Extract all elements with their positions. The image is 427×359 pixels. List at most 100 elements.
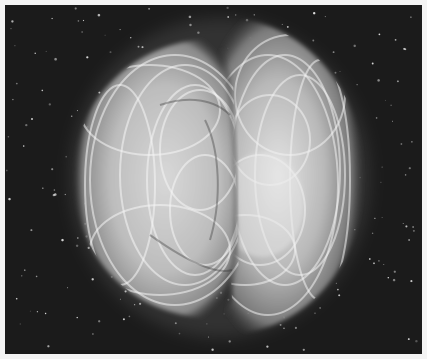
star [122,318,125,321]
star [97,13,101,17]
star [211,348,214,351]
star [98,320,101,323]
star [227,16,230,18]
star [253,14,256,16]
star [390,104,392,106]
star [54,57,57,61]
star [61,238,64,242]
star [235,14,237,16]
star [51,168,54,171]
star [11,20,14,23]
star [324,16,326,18]
star [109,51,112,54]
star [314,312,316,315]
star [392,278,396,282]
star [378,33,381,36]
star [128,315,131,318]
star [7,135,10,138]
star [368,258,371,260]
star [119,29,121,31]
star [394,39,397,41]
star [31,118,33,120]
seam [220,49,238,316]
star [74,7,77,10]
star [53,189,56,191]
star [312,39,315,42]
star [228,340,231,343]
star [294,326,297,329]
star [411,141,413,143]
star [412,229,415,232]
star [25,123,28,127]
star [371,232,374,235]
star [42,187,44,189]
star [91,278,94,281]
star [10,28,12,30]
star [81,31,83,33]
star [15,297,18,300]
star [380,181,382,183]
star [45,50,47,52]
star [44,312,47,315]
star [119,298,121,300]
star [313,12,316,15]
star [381,217,383,218]
star [392,120,393,122]
left-hemisphere [73,38,240,319]
star [47,345,50,348]
star [104,34,106,36]
star [383,264,385,266]
star [8,197,11,201]
star [70,115,73,118]
star [82,19,85,22]
star [266,345,269,348]
star [35,275,38,278]
star [387,276,390,279]
star [405,225,408,228]
star [339,71,341,73]
star [76,316,78,319]
star [129,36,132,39]
star [283,327,285,330]
star [77,20,80,22]
star [412,226,414,228]
star [14,45,16,47]
star [402,222,404,224]
star [15,82,18,85]
star [91,333,94,335]
star [67,287,69,289]
star [410,280,413,283]
star [48,103,51,106]
star [377,79,380,82]
star [403,47,406,50]
star [76,110,78,112]
star [21,275,23,277]
star [396,80,399,83]
star [64,193,66,196]
star [334,71,337,74]
star [408,239,410,241]
star [148,7,151,10]
star [19,323,21,325]
star [41,89,44,92]
star [384,99,386,101]
star [337,288,339,291]
star [29,310,31,312]
star [188,15,192,19]
star [226,6,229,10]
star [36,311,39,313]
star [410,16,412,18]
star [415,339,418,343]
star [393,270,396,273]
star [286,25,289,28]
star [371,62,374,65]
star [338,294,341,297]
star [375,117,378,119]
star [374,217,376,219]
star [319,307,321,309]
star [353,44,356,48]
star [22,145,25,147]
star [335,282,338,285]
